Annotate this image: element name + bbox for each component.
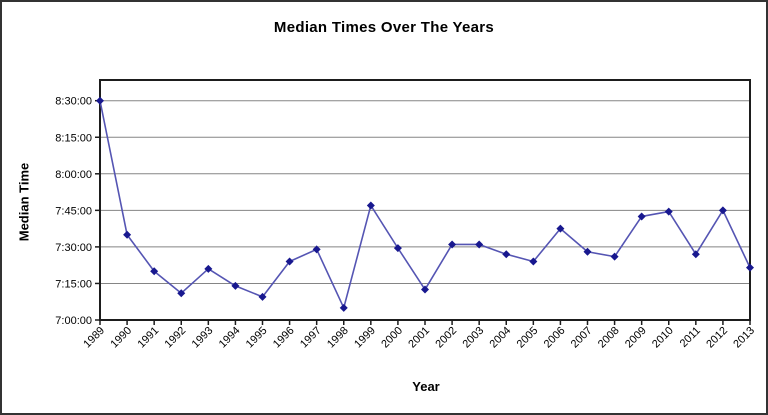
data-point-2013 [746,263,754,272]
data-point-1998 [339,303,348,312]
data-point-1990 [123,230,132,239]
data-point-1989 [96,96,104,105]
data-point-2006 [556,224,565,233]
data-point-2012 [718,206,727,215]
y-tick-label: 7:00:00 [55,315,92,327]
x-tick-label: 1992 [163,325,189,351]
data-point-1997 [312,245,321,254]
x-tick-label: 2012 [704,325,730,351]
x-tick-label: 2004 [488,325,514,351]
data-point-1999 [366,201,375,210]
x-tick-label: 1990 [108,325,134,351]
y-tick-label: 7:45:00 [55,205,92,217]
y-tick-label: 7:15:00 [55,278,92,290]
plot-frame [99,79,751,321]
data-point-2009 [637,212,646,221]
data-point-1994 [231,281,240,290]
x-tick-label: 2006 [542,325,568,351]
data-point-1996 [285,257,294,266]
x-tick-label: 1995 [244,325,270,351]
x-tick-label: 2003 [460,325,486,351]
y-tick-label: 8:15:00 [55,132,92,144]
x-tick-label: 1999 [352,325,378,351]
data-point-2008 [610,252,619,261]
x-tick-label: 1997 [298,325,324,351]
data-point-1991 [150,267,159,276]
x-tick-label: 1991 [135,325,161,351]
data-point-2010 [664,207,673,216]
data-point-1995 [258,292,267,301]
data-point-2011 [691,250,700,259]
x-tick-label: 2001 [406,325,432,351]
x-tick-label: 2011 [678,325,703,350]
data-point-1993 [204,264,213,273]
y-tick-label: 8:00:00 [55,169,92,181]
x-tick-label: 1993 [190,325,216,351]
x-tick-label: 1996 [271,325,297,351]
x-tick-label: 2007 [569,325,595,351]
y-axis-title: Median Time [16,162,32,242]
data-point-2000 [393,244,402,253]
series-line [99,100,751,309]
data-point-1992 [177,289,186,298]
x-tick-label: 2013 [731,325,757,351]
data-point-2002 [448,240,457,249]
data-point-2003 [475,240,484,249]
data-point-2007 [583,247,592,256]
chart-title: Median Times Over The Years [273,19,495,36]
data-point-2001 [421,285,429,294]
y-tick-label: 7:30:00 [55,242,92,254]
x-tick-label: 2002 [433,325,459,351]
x-tick-label: 1989 [81,325,107,351]
x-axis-title: Year [412,379,440,394]
x-tick-label: 2008 [596,325,622,351]
y-tick-label: 8:30:00 [55,96,92,108]
x-tick-label: 2005 [515,325,541,351]
x-tick-label: 2010 [650,325,676,351]
x-tick-label: 1994 [217,325,243,351]
x-tick-label: 1998 [325,325,351,351]
data-point-2005 [529,257,538,266]
x-tick-label: 2000 [379,325,405,351]
x-tick-label: 2009 [623,325,649,351]
data-point-2004 [502,250,511,259]
